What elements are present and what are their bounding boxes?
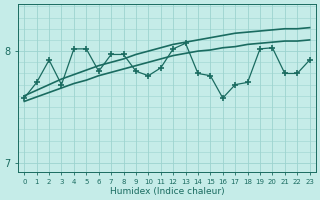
X-axis label: Humidex (Indice chaleur): Humidex (Indice chaleur) xyxy=(110,187,224,196)
